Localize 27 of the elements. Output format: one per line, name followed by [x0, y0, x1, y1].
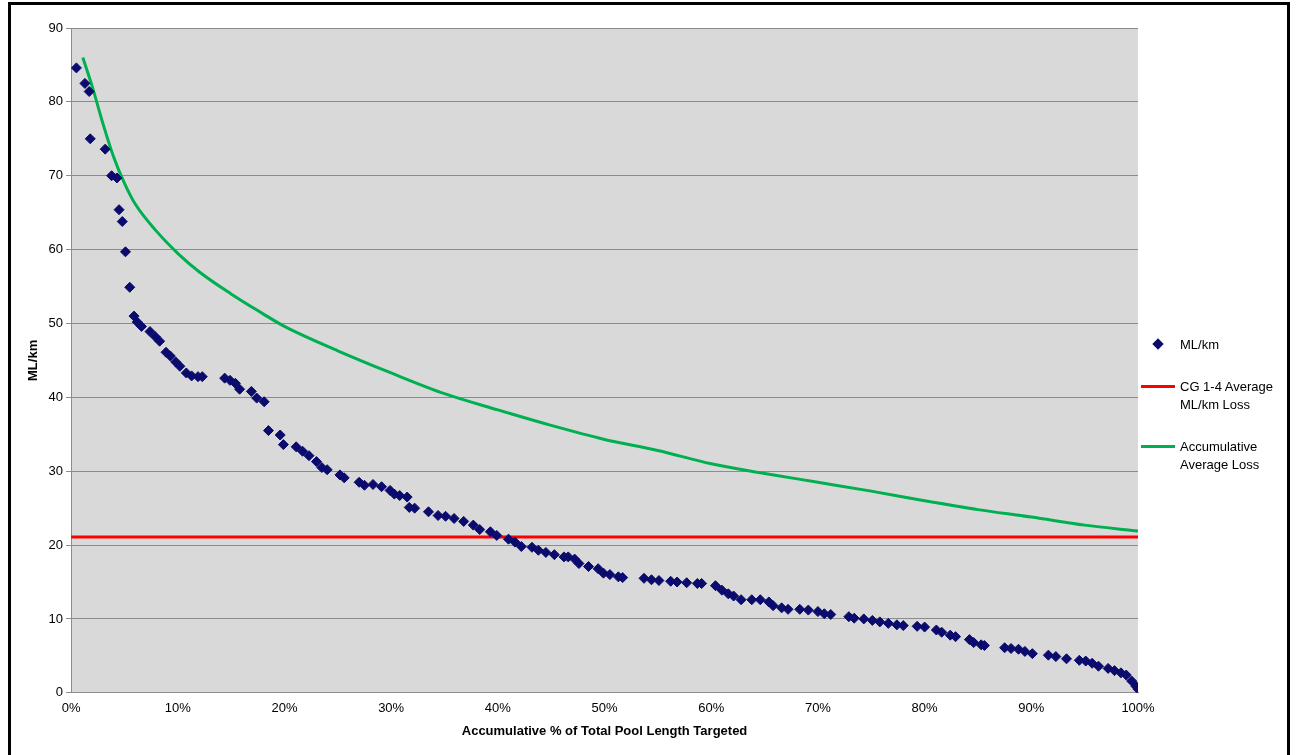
y-tick-label: 80	[48, 93, 64, 109]
x-tick-label: 60%	[698, 700, 725, 716]
y-tick-label: 20	[48, 536, 64, 552]
x-tick-label: 0%	[61, 700, 81, 716]
x-tick-label: 100%	[1121, 700, 1156, 716]
legend-label: CG 1-4 Average ML/km Loss	[1180, 378, 1274, 414]
x-tick-label: 20%	[271, 700, 298, 716]
x-tick-label: 90%	[1018, 700, 1045, 716]
line-series	[81, 56, 1138, 533]
x-tick-label: 30%	[378, 700, 405, 716]
legend-label: Accumulative Average Loss	[1180, 438, 1261, 474]
y-tick-label: 30	[48, 462, 64, 478]
x-tick-label: 40%	[484, 700, 512, 716]
legend-label: ML/km	[1180, 336, 1220, 354]
x-tick-label: 80%	[911, 700, 939, 716]
x-tick-label: 50%	[591, 700, 618, 716]
y-tick-label: 70	[48, 167, 64, 183]
y-tick-label: 10	[48, 610, 64, 626]
x-tick-label: 70%	[804, 700, 832, 716]
y-tick-label: 0	[55, 684, 64, 700]
y-tick-label: 60	[48, 241, 64, 257]
y-axis-title: ML/km	[25, 339, 41, 381]
y-tick-label: 90	[48, 19, 64, 35]
x-tick-label: 10%	[164, 700, 192, 716]
y-tick-label: 40	[48, 388, 64, 404]
y-tick-label: 50	[48, 315, 64, 331]
x-axis-title: Accumulative % of Total Pool Length Targeted	[461, 722, 748, 738]
